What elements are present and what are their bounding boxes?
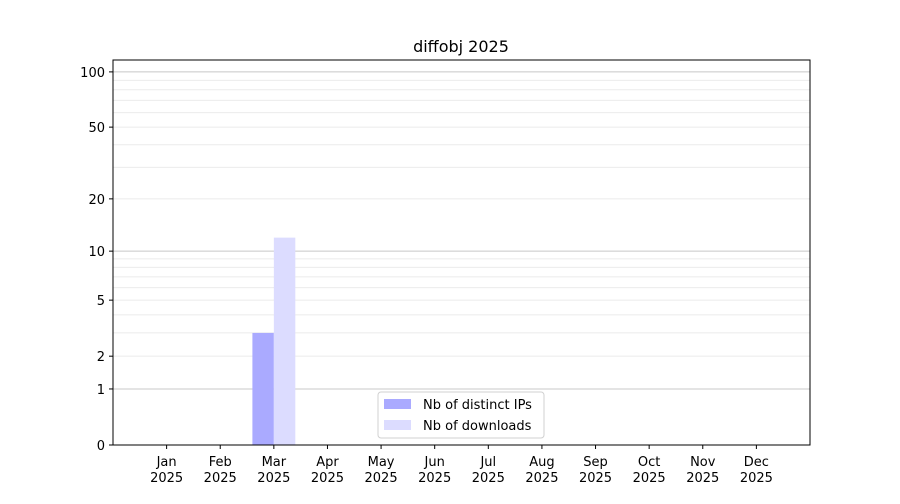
chart-title: diffobj 2025 [413,37,509,56]
bar-nb-of-downloads [273,237,296,445]
x-tick-label: Jun 2025 [418,455,451,486]
legend: Nb of distinct IPs Nb of downloads [377,391,545,439]
bar-nb-of-distinct-ips [252,332,274,445]
x-tick-label: Jul 2025 [472,455,505,486]
y-tick-label: 1 [97,383,105,398]
y-tick-label: 50 [88,121,105,136]
legend-label: Nb of downloads [423,419,532,434]
x-tick-label: Sep 2025 [579,455,612,486]
y-tick-label: 5 [97,294,105,309]
x-tick-label: Nov 2025 [686,455,719,486]
legend-label: Nb of distinct IPs [423,398,532,413]
x-tick-label: Apr 2025 [311,455,344,486]
legend-swatch [384,399,411,409]
y-tick-label: 2 [97,350,105,365]
x-tick-label: Feb 2025 [204,455,237,486]
legend-swatch [384,420,411,430]
x-tick-label: Aug 2025 [525,455,558,486]
x-tick-label: Dec 2025 [740,455,773,486]
x-tick-label: Jan 2025 [150,455,183,486]
y-tick-label: 10 [88,245,105,260]
y-tick-label: 100 [80,66,105,81]
y-tick-label: 20 [88,193,105,208]
x-tick-label: Mar 2025 [257,455,290,486]
legend-box [377,391,545,439]
x-tick-label: May 2025 [365,455,398,486]
x-tick-label: Oct 2025 [633,455,666,486]
y-tick-label: 0 [97,439,105,454]
plot-frame [112,59,811,446]
